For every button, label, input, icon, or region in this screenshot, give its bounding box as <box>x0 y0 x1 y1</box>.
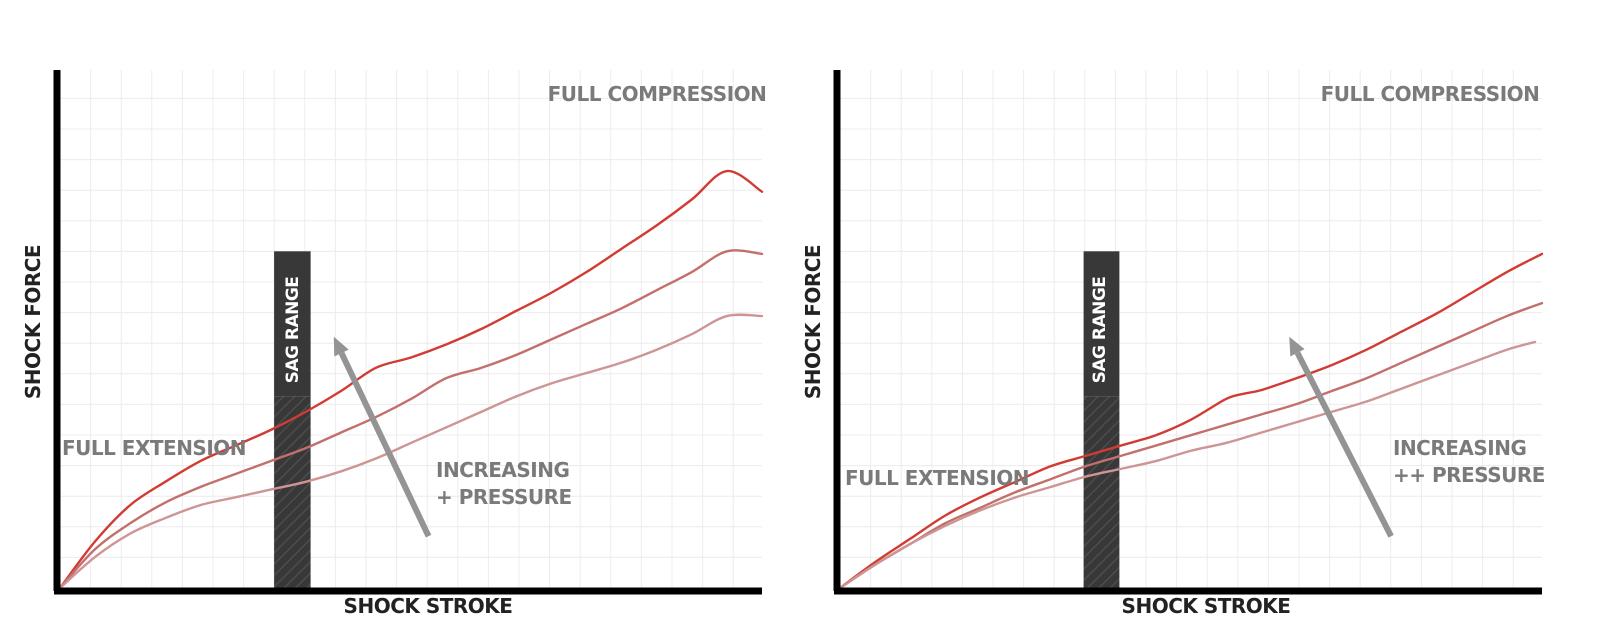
series-line-2 <box>838 301 1544 590</box>
sag-range-band <box>1083 251 1120 588</box>
chart-panel-right: FULL COMPRESSION FULL EXTENSION INCREASI… <box>801 70 1545 618</box>
label-pressure: + PRESSURE <box>436 485 572 509</box>
label-increasing: INCREASING <box>1393 436 1526 460</box>
pressure-arrow-shaft <box>1294 351 1394 538</box>
sag-range-solid <box>1083 251 1120 397</box>
arrow-group <box>333 336 432 538</box>
label-full-extension: FULL EXTENSION <box>845 466 1029 490</box>
x-axis-title: SHOCK STROKE <box>1122 594 1291 618</box>
y-axis-title: SHOCK FORCE <box>801 245 825 399</box>
label-increasing: INCREASING <box>436 458 569 482</box>
pressure-arrow-head <box>1289 336 1305 357</box>
axes <box>53 70 762 595</box>
axes <box>833 70 1542 595</box>
y-axis-title: SHOCK FORCE <box>21 245 45 399</box>
sag-range-band <box>274 251 311 588</box>
grid <box>60 70 762 588</box>
x-axis-title: SHOCK STROKE <box>344 594 513 618</box>
sag-range-hatched <box>1083 396 1120 588</box>
sag-range-solid <box>274 251 311 397</box>
label-sag-range: SAG RANGE <box>1090 277 1110 384</box>
series-line-1 <box>838 252 1544 590</box>
series-line-1 <box>58 169 764 590</box>
series-group <box>58 169 764 590</box>
series-group <box>838 252 1544 590</box>
label-full-compression: FULL COMPRESSION <box>548 82 767 106</box>
label-pressure: ++ PRESSURE <box>1393 463 1545 487</box>
pressure-arrow-shaft <box>338 351 432 538</box>
sag-range-hatched <box>274 396 311 588</box>
label-sag-range: SAG RANGE <box>283 277 303 384</box>
arrow-group <box>1289 336 1394 538</box>
series-line-2 <box>58 249 764 590</box>
grid <box>840 70 1542 588</box>
label-full-extension: FULL EXTENSION <box>62 436 246 460</box>
series-line-3 <box>58 313 764 590</box>
pressure-arrow-head <box>333 336 349 357</box>
series-line-3 <box>838 340 1537 590</box>
chart-panel-left: FULL COMPRESSION FULL EXTENSION INCREASI… <box>21 70 767 618</box>
label-full-compression: FULL COMPRESSION <box>1321 82 1540 106</box>
